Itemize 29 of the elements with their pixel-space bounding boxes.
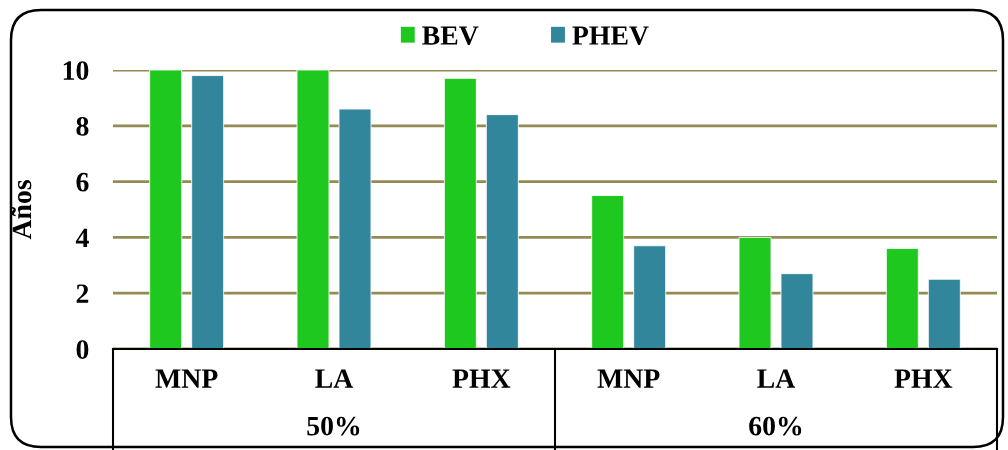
x-tick-label: MNP (597, 369, 660, 388)
bar (338, 108, 372, 349)
bar (927, 278, 961, 349)
bar (780, 273, 814, 349)
y-tick-label: 8 (76, 116, 89, 136)
bar (443, 77, 477, 349)
text: 60% (749, 416, 802, 436)
x-tick-label: PHX (894, 369, 953, 388)
bar (591, 195, 625, 349)
y-tick-label: 0 (76, 340, 89, 359)
x-tick-label: LA (757, 369, 796, 388)
legend-label: BEV (422, 26, 479, 46)
legend-label: PHEV (572, 26, 649, 46)
bar (296, 70, 330, 349)
bar (485, 114, 519, 349)
y-tick-label: 10 (63, 61, 89, 80)
bar (149, 70, 183, 349)
y-axis-title: Años (11, 180, 32, 240)
y-tick-label: 6 (76, 172, 89, 192)
y-tick-label: 4 (75, 228, 89, 248)
bar (191, 75, 225, 349)
text: 50% (307, 416, 360, 436)
x-tick-label: PHX (452, 369, 511, 388)
bar (885, 248, 919, 349)
bar (738, 236, 772, 349)
x-tick-label: MNP (155, 369, 218, 388)
x-tick-label: LA (315, 369, 354, 388)
bar (633, 245, 667, 349)
y-tick-label: 2 (76, 284, 89, 303)
